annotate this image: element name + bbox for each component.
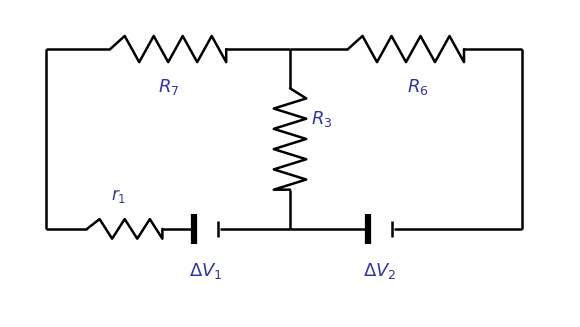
- Text: $R_7$: $R_7$: [158, 77, 179, 97]
- Text: $R_6$: $R_6$: [407, 77, 429, 97]
- Text: $R_3$: $R_3$: [311, 109, 332, 129]
- Text: $\Delta V_1$: $\Delta V_1$: [189, 261, 223, 282]
- Text: $\Delta V_2$: $\Delta V_2$: [363, 261, 397, 282]
- Text: $r_1$: $r_1$: [111, 187, 126, 205]
